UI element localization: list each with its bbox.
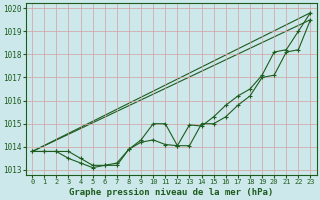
X-axis label: Graphe pression niveau de la mer (hPa): Graphe pression niveau de la mer (hPa) [69,188,274,197]
